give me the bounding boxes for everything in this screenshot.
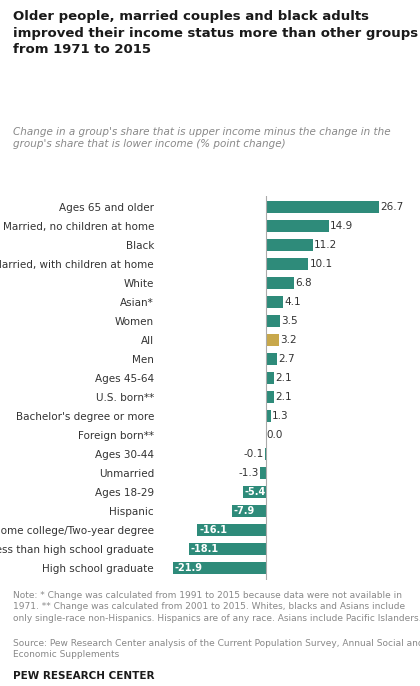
Bar (260, 467, 265, 479)
Bar (265, 258, 308, 270)
Text: Change in a group's share that is upper income minus the change in the
group's s: Change in a group's share that is upper … (13, 127, 390, 150)
Text: 3.2: 3.2 (281, 335, 297, 345)
Text: 2.7: 2.7 (278, 354, 295, 364)
Bar (265, 239, 313, 251)
Text: -7.9: -7.9 (234, 506, 255, 516)
Text: 2.1: 2.1 (276, 373, 292, 383)
Text: 0.0: 0.0 (267, 430, 283, 440)
Text: -21.9: -21.9 (174, 563, 202, 573)
Bar (265, 334, 279, 346)
Bar (265, 391, 274, 403)
Text: -5.4: -5.4 (244, 487, 265, 497)
Text: 6.8: 6.8 (296, 278, 312, 288)
Text: 3.5: 3.5 (282, 316, 298, 326)
Text: -0.1: -0.1 (244, 449, 264, 459)
Text: -1.3: -1.3 (239, 468, 259, 478)
Text: 1.3: 1.3 (272, 411, 289, 421)
Bar (265, 296, 283, 308)
Bar (265, 410, 271, 422)
Bar (173, 563, 265, 574)
Bar (243, 486, 265, 498)
Bar (265, 277, 294, 289)
Text: -18.1: -18.1 (191, 544, 219, 554)
Bar (265, 315, 281, 327)
Text: 14.9: 14.9 (330, 221, 353, 231)
Bar (232, 506, 265, 517)
Text: 26.7: 26.7 (380, 202, 403, 212)
Bar (197, 524, 265, 536)
Bar (189, 543, 265, 555)
Text: 2.1: 2.1 (276, 392, 292, 402)
Text: Older people, married couples and black adults
improved their income status more: Older people, married couples and black … (13, 10, 418, 56)
Text: 11.2: 11.2 (314, 240, 338, 250)
Text: -16.1: -16.1 (199, 525, 227, 535)
Bar (265, 220, 328, 232)
Bar (265, 353, 277, 365)
Text: 4.1: 4.1 (284, 297, 301, 307)
Text: Note: * Change was calculated from 1991 to 2015 because data were not available : Note: * Change was calculated from 1991 … (13, 591, 420, 622)
Text: Source: Pew Research Center analysis of the Current Population Survey, Annual So: Source: Pew Research Center analysis of … (13, 639, 420, 659)
Bar (265, 372, 274, 384)
Text: 10.1: 10.1 (310, 259, 333, 269)
Text: PEW RESEARCH CENTER: PEW RESEARCH CENTER (13, 671, 154, 681)
Bar (265, 201, 379, 213)
